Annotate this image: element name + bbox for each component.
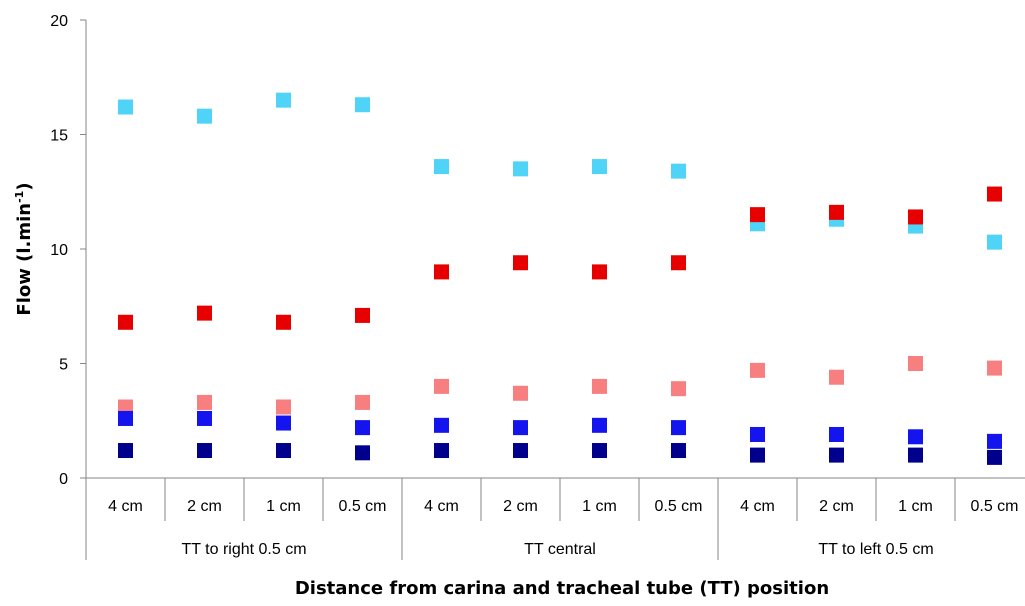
x-category-label: 2 cm [187,498,222,515]
data-point-series-1 [671,163,686,179]
data-point-series-4 [276,415,291,431]
data-point-series-3 [908,356,923,371]
data-points [118,92,1002,465]
y-tick-label: 15 [50,128,68,145]
x-axis-title: Distance from carina and tracheal tube (… [295,578,829,599]
data-point-series-1 [987,234,1002,250]
data-point-series-3 [750,362,765,378]
data-point-series-4 [908,429,923,445]
x-axis-category-labels: 4 cm 2 cm 1 cm 0.5 cm TT to right 0.5 cm 4 cm… [85,478,1019,560]
y-axis-title: Flow (l.min-1) [13,182,35,315]
data-point-series-2 [197,305,212,321]
data-point-series-4 [829,426,844,442]
x-category-label: 0.5 cm [970,498,1018,515]
x-category-label: 4 cm [424,498,459,515]
x-category-label: 1 cm [582,498,617,515]
data-point-series-4 [513,420,528,436]
data-point-series-5 [671,443,686,459]
data-point-series-5 [592,443,607,459]
x-category-label: 1 cm [266,498,301,515]
y-tick-label: 0 [59,471,68,488]
x-category-label: 2 cm [819,498,854,515]
y-axis-title-end: ) [14,182,35,190]
data-point-series-1 [592,159,607,175]
x-category-label: 4 cm [108,498,143,515]
data-point-series-3 [276,399,291,415]
y-tick-label: 20 [50,13,68,30]
data-point-series-1 [118,99,133,115]
data-point-series-1 [197,108,212,124]
data-point-series-3 [671,381,686,397]
data-point-series-2 [276,314,291,330]
data-point-series-2 [671,255,686,271]
data-point-series-5 [197,443,212,459]
data-point-series-5 [276,443,291,459]
data-point-series-4 [750,426,765,442]
data-point-series-4 [197,410,212,426]
data-point-series-1 [355,97,370,113]
data-point-series-5 [434,443,449,459]
data-point-series-5 [750,447,765,463]
data-point-series-2 [987,186,1002,202]
x-group-label: TT central [524,541,596,558]
data-point-series-5 [513,443,528,459]
y-tick-label: 10 [50,242,68,259]
data-point-series-2 [434,264,449,280]
data-point-series-1 [434,159,449,175]
y-tick-label: 5 [59,357,68,374]
data-point-series-5 [987,449,1002,465]
data-point-series-1 [513,161,528,177]
x-category-label: 0.5 cm [338,498,386,515]
x-category-label: 4 cm [740,498,775,515]
data-point-series-5 [908,447,923,463]
data-point-series-3 [197,394,212,410]
data-point-series-5 [118,443,133,459]
x-category-label: 1 cm [898,498,933,515]
data-point-series-2 [513,255,528,271]
data-point-series-3 [592,378,607,394]
data-point-series-2 [118,314,133,330]
data-point-series-3 [118,399,133,415]
x-category-label: 0.5 cm [654,498,702,515]
data-point-series-3 [513,385,528,401]
x-category-label: 2 cm [503,498,538,515]
data-point-series-2 [908,209,923,225]
data-point-series-2 [355,307,370,323]
data-point-series-4 [987,433,1002,449]
data-point-series-3 [355,394,370,410]
data-point-series-3 [434,378,449,394]
data-point-series-2 [750,207,765,223]
data-point-series-2 [829,204,844,220]
data-point-series-3 [987,360,1002,376]
data-point-series-3 [829,369,844,385]
y-axis-title-superscript: -1 [13,191,26,203]
data-point-series-4 [355,420,370,436]
y-axis-ticks: 0 5 10 15 20 [50,13,86,488]
data-point-series-4 [434,417,449,433]
data-point-series-5 [829,447,844,463]
data-point-series-4 [592,417,607,433]
x-group-label: TT to left 0.5 cm [818,541,933,558]
data-point-series-1 [276,92,291,108]
data-point-series-2 [592,264,607,280]
data-point-series-4 [671,420,686,436]
data-point-series-4 [118,410,133,426]
x-group-label: TT to right 0.5 cm [181,541,306,558]
y-axis-title-main: Flow (l.min [14,203,35,316]
data-point-series-5 [355,445,370,461]
